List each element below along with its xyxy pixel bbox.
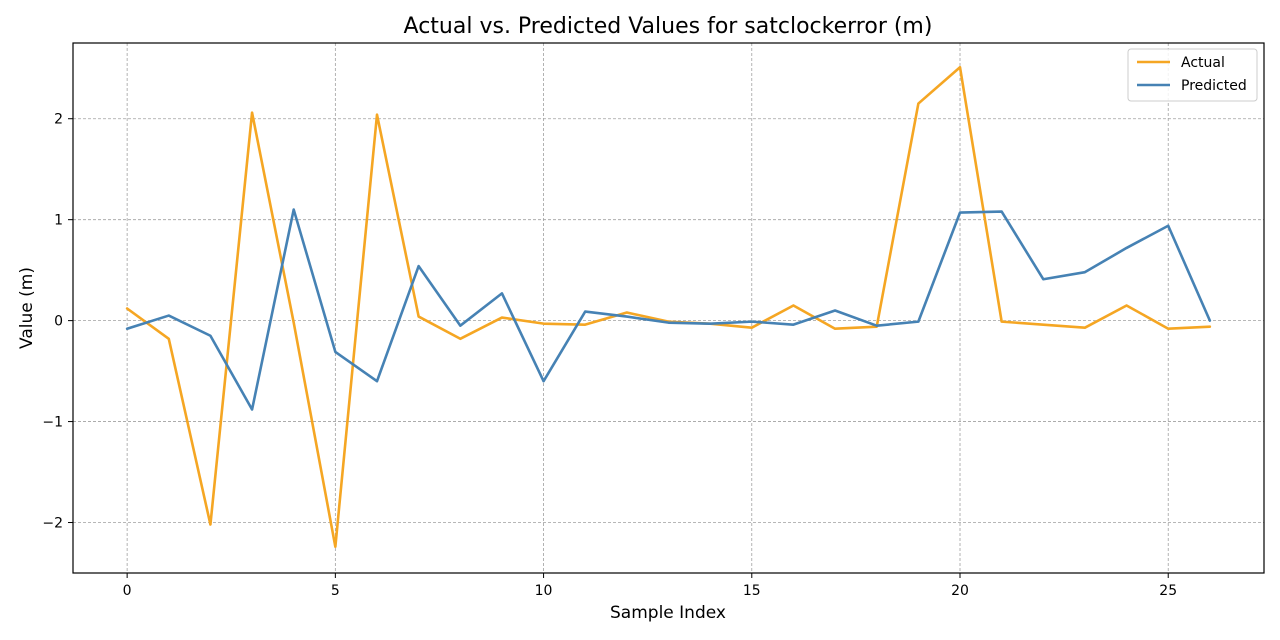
series-line-actual	[125, 65, 1212, 549]
y-axis-label: Value (m)	[17, 267, 37, 349]
x-tick-label: 0	[123, 583, 132, 599]
plot-area-frame	[72, 42, 1265, 574]
legend: Actual Predicted	[1127, 48, 1258, 102]
x-tick-label: 15	[743, 583, 761, 599]
y-tick-label: 1	[54, 213, 63, 229]
x-tick-label: 25	[1159, 583, 1177, 599]
y-tick-label: −2	[42, 516, 63, 532]
legend-label-actual: Actual	[1181, 55, 1225, 71]
y-tick-label: 0	[54, 314, 63, 330]
chart-title: Actual vs. Predicted Values for satclock…	[404, 14, 933, 39]
x-tick-label: 5	[331, 583, 340, 599]
y-tick-label: 2	[54, 112, 63, 128]
axis-ticks: 0 5 10 15 20 25 −2 −1 0 1 2	[42, 112, 1177, 599]
x-axis-label: Sample Index	[610, 603, 726, 623]
series-line-predicted	[125, 208, 1212, 411]
y-tick-label: −1	[42, 415, 63, 431]
legend-label-predicted: Predicted	[1181, 78, 1247, 94]
x-tick-label: 20	[951, 583, 969, 599]
series-lines	[125, 65, 1212, 549]
x-tick-label: 10	[535, 583, 553, 599]
